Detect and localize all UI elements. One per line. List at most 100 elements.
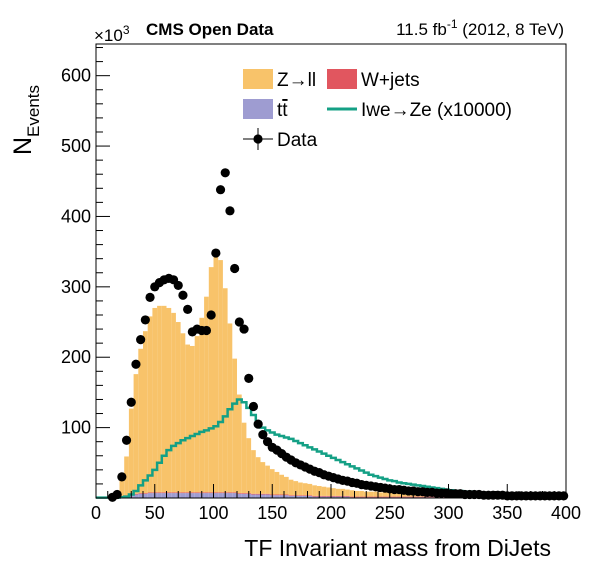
- zll-bar: [274, 471, 280, 495]
- signal-legend-label: Iwe→Ze (x10000): [361, 100, 512, 121]
- wjets-bar: [326, 495, 331, 497]
- wjets-bar: [392, 496, 397, 498]
- ttbar-bar: [138, 493, 143, 498]
- zll-bar: [232, 358, 237, 493]
- wjets-bar: [312, 495, 317, 497]
- wjets-bar: [279, 494, 284, 496]
- wjets-bar: [401, 496, 407, 498]
- wjets-bar: [378, 496, 383, 498]
- wjets-bar: [415, 496, 421, 498]
- ttbar-bar: [288, 495, 294, 498]
- ttbar-bar: [260, 494, 266, 498]
- data-point: [121, 435, 132, 445]
- zll-legend-swatch: [243, 69, 273, 89]
- zll-bar: [204, 296, 209, 493]
- lumi-label: 11.5 fb-1 (2012, 8 TeV): [396, 17, 564, 39]
- wjets-bar: [171, 492, 176, 494]
- zll-bar: [218, 260, 223, 493]
- wjets-bar: [396, 496, 402, 498]
- wjets-bar: [213, 492, 219, 494]
- data-point: [253, 419, 263, 429]
- zll-bar: [185, 344, 190, 493]
- zll-bar: [293, 481, 299, 496]
- wjets-bar: [359, 496, 364, 498]
- wjets-bar: [232, 492, 237, 494]
- y-exponent: ×103: [94, 23, 130, 45]
- zll-bar: [312, 485, 317, 496]
- data-point: [131, 359, 141, 369]
- zll-bar: [143, 331, 148, 494]
- zll-bar: [128, 408, 134, 495]
- ttbar-bar: [185, 493, 190, 498]
- wjets-bar: [204, 492, 209, 494]
- y-axis: 100 200 300 400 500 600: [61, 47, 110, 485]
- data-point: [117, 472, 127, 482]
- zll-bar: [147, 316, 153, 493]
- zll-bar: [180, 333, 186, 493]
- wjets-bar: [373, 496, 378, 498]
- data-point: [140, 315, 150, 325]
- ttbar-bar: [204, 493, 209, 498]
- zll-bar: [222, 288, 228, 493]
- zll-bar: [241, 422, 247, 494]
- data-point: [220, 168, 230, 178]
- wjets-bar: [406, 496, 411, 498]
- ttbar-bar: [147, 493, 153, 498]
- data-points: [107, 168, 569, 502]
- data-point: [183, 304, 193, 314]
- zll-bar: [284, 476, 289, 495]
- zll-bar: [378, 492, 383, 497]
- wjets-legend-swatch: [327, 69, 357, 89]
- wjets-bar: [354, 496, 360, 498]
- stacked-bars: [119, 249, 566, 498]
- data-point: [239, 324, 249, 334]
- zll-bar: [298, 482, 303, 496]
- zll-bar: [246, 438, 252, 494]
- zll-bar: [161, 305, 167, 493]
- wjets-bar: [157, 492, 162, 494]
- ttbar-bar: [335, 496, 341, 498]
- wjets-bar: [237, 493, 242, 494]
- zll-bar: [359, 490, 364, 497]
- zll-bar: [208, 267, 214, 493]
- x-axis-label: TF Invariant mass from DiJets: [244, 535, 551, 561]
- ttbar-bar: [232, 493, 237, 498]
- wjets-bar: [260, 493, 266, 495]
- y-tick-label: 200: [61, 347, 91, 367]
- ttbar-bar: [298, 495, 303, 498]
- ttbar-bar: [307, 495, 313, 498]
- wjets-bar: [166, 492, 172, 494]
- zll-bar: [190, 345, 195, 493]
- zll-bar: [331, 488, 336, 496]
- wjets-bar: [218, 492, 223, 494]
- wjets-bar: [265, 493, 270, 495]
- wjets-bar: [345, 495, 350, 497]
- zll-bar: [255, 457, 261, 494]
- ttbar-bar: [180, 493, 186, 498]
- ttbar-bar: [284, 495, 289, 498]
- ttbar-bar: [251, 494, 256, 498]
- zll-bar: [133, 374, 139, 494]
- zll-bar: [288, 479, 294, 496]
- wjets-bar: [251, 493, 256, 495]
- data-point: [230, 263, 240, 274]
- x-tick-label: 200: [316, 503, 346, 523]
- zll-bar: [354, 490, 360, 497]
- wjets-bar: [241, 493, 247, 494]
- zll-bar: [321, 486, 327, 496]
- legend: Z→ll W+jets tt Iwe→Ze (x10000) Data: [243, 69, 512, 151]
- zll-bar: [269, 469, 275, 495]
- y-tick-label: 400: [61, 206, 91, 226]
- data-point: [173, 280, 183, 291]
- wjets-bar: [274, 494, 280, 496]
- zll-bar: [213, 249, 219, 493]
- svg-text:NEvents: NEvents: [9, 85, 43, 155]
- ttbar-bar: [133, 494, 139, 498]
- ttbar-bar: [321, 496, 327, 498]
- ttbar-bar: [190, 493, 195, 498]
- ttbar-bar: [265, 494, 270, 498]
- zll-bar: [119, 480, 125, 496]
- ttbar-bar: [326, 496, 331, 498]
- wjets-bar: [349, 496, 355, 498]
